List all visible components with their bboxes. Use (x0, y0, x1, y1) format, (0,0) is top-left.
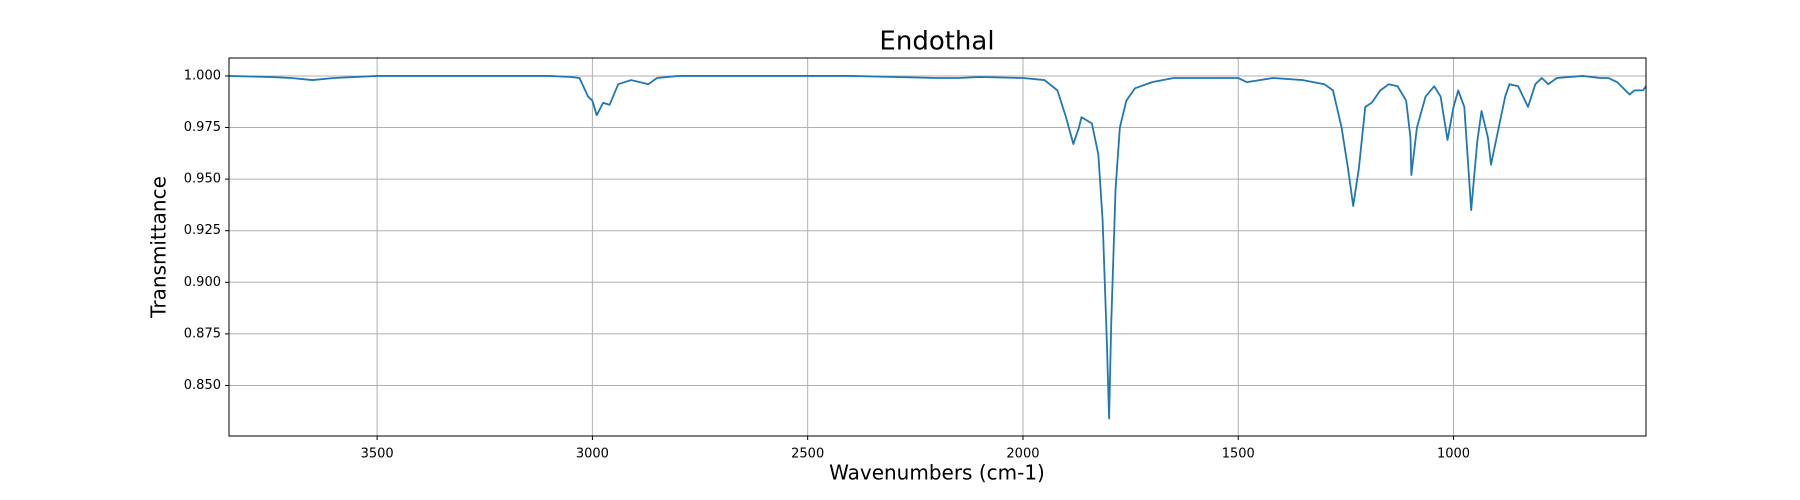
y-tick-label: 0.875 (184, 326, 221, 341)
y-tick-label: 0.975 (184, 120, 221, 135)
y-tick-label: 0.950 (184, 172, 221, 187)
x-tick-label: 2000 (1006, 447, 1039, 462)
y-tick-label: 0.925 (184, 223, 221, 238)
y-tick-label: 1.000 (184, 68, 221, 83)
chart-title: Endothal (879, 27, 994, 57)
spectrum-line (228, 75, 1647, 420)
x-tick-label: 3000 (576, 447, 609, 462)
y-tick-label: 0.850 (184, 378, 221, 393)
x-axis-label: Wavenumbers (cm-1) (829, 461, 1045, 485)
x-tick-label: 1000 (1437, 447, 1470, 462)
x-tick-label: 3500 (361, 447, 394, 462)
y-tick-label: 0.900 (184, 275, 221, 290)
x-tick-label: 2500 (791, 447, 824, 462)
plot-frame (228, 57, 1647, 437)
y-axis-label: Transmittance (147, 176, 171, 319)
x-tick-label: 1500 (1222, 447, 1255, 462)
